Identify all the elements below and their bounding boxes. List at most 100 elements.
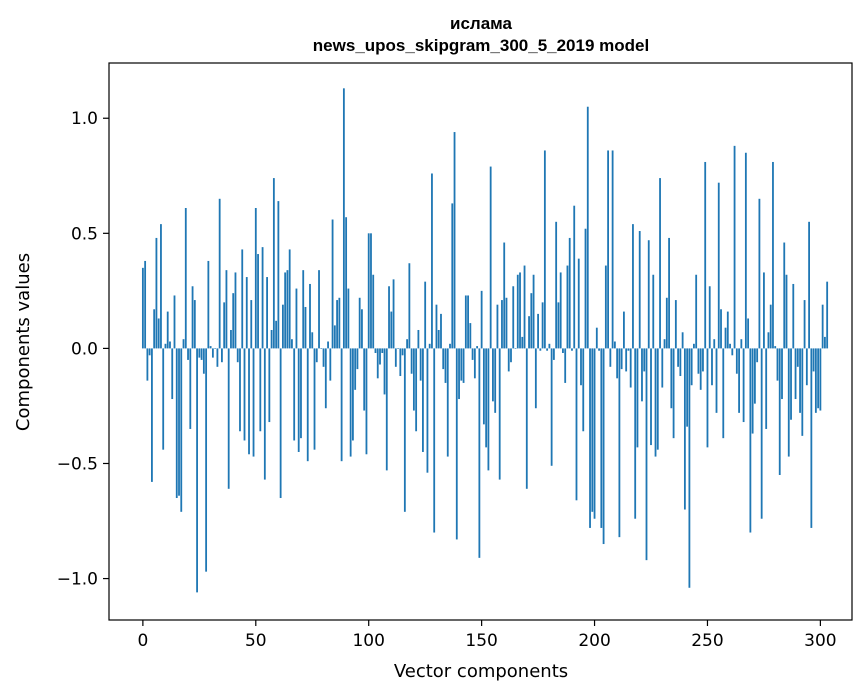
bar [634,348,637,519]
bar [765,348,768,429]
bar [268,348,271,423]
bar [772,161,774,349]
bar [507,348,510,372]
bar [259,348,262,432]
bar [257,254,259,349]
bar [272,178,275,349]
bar [505,297,508,349]
bar [424,281,427,349]
bar [336,300,338,349]
bar [738,348,740,413]
bar [609,348,612,367]
bar [776,348,779,381]
bar [767,332,770,349]
bar [821,304,824,349]
bar [744,152,747,349]
bar [270,329,273,349]
bar [586,106,589,349]
bar [431,173,433,349]
bar [180,348,183,512]
y-axis-ticks: −1.0 −0.5 0.0 0.5 1.0 [57,109,109,590]
bar [338,297,341,349]
bar [207,260,210,349]
bar [352,348,354,441]
bar [661,348,664,388]
x-tick-label: 0 [137,631,148,651]
x-tick-label: 250 [691,631,723,651]
bar [417,329,420,349]
bar [659,178,661,349]
bar [295,288,298,349]
x-tick-label: 300 [804,631,836,651]
bar [672,348,675,439]
bar [291,339,293,349]
x-axis-ticks: 0 50 100 150 200 250 300 [137,620,837,651]
bar [708,286,711,349]
bar [379,348,381,365]
bar [198,348,201,358]
bar [426,348,429,473]
bar [372,274,375,349]
bar [245,277,248,349]
bar [539,348,542,351]
bar [729,343,731,349]
bar [370,233,372,349]
bar [446,348,449,457]
bar [627,348,630,351]
bar [227,348,230,489]
bar [812,348,815,372]
x-tick-label: 200 [578,631,610,651]
x-tick-label: 150 [465,631,497,651]
bar [178,348,180,496]
bar [216,348,219,367]
bar [248,348,250,455]
bar [686,348,689,427]
chart-subtitle: news_upos_skipgram_300_5_2019 model [313,36,649,55]
bar [541,302,544,349]
bar [591,348,594,512]
bar [187,348,189,360]
bar [394,348,397,367]
bar [602,348,605,545]
bar [625,348,628,372]
bar [616,348,619,379]
bar [403,348,406,512]
bar [189,348,192,429]
bar [449,343,451,349]
bar [358,297,361,349]
bar [720,309,722,349]
bar [444,348,447,383]
y-tick-label: −0.5 [57,454,98,474]
bar [636,348,639,448]
bar [496,304,499,349]
bar [826,281,829,349]
bar [758,198,761,349]
bar [410,348,413,374]
y-tick-label: 1.0 [71,109,98,129]
bar [349,348,352,457]
bar [460,348,463,381]
bar [814,348,817,413]
bar [318,270,320,349]
bar [697,348,700,374]
bar [717,182,720,349]
bar [478,348,481,558]
bar [471,348,474,360]
bar [365,348,368,455]
bar [532,274,535,349]
bar [584,228,587,349]
bar [202,348,205,374]
bar [501,300,503,349]
bar [790,348,792,420]
bar [733,145,736,349]
bar [455,348,458,540]
bar [656,348,659,450]
bar [510,348,512,363]
bar [408,263,411,349]
bar [383,348,386,395]
bar [422,348,424,452]
bar [428,343,431,349]
bar [550,348,553,466]
bar [209,346,212,349]
bar [266,277,268,349]
